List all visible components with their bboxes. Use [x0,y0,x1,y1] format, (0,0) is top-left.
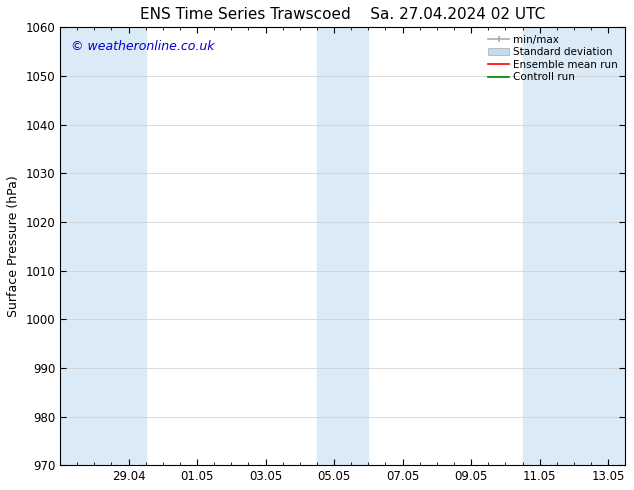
Bar [317,27,368,465]
Legend: min/max, Standard deviation, Ensemble mean run, Controll run: min/max, Standard deviation, Ensemble me… [486,32,620,84]
Y-axis label: Surface Pressure (hPa): Surface Pressure (hPa) [7,175,20,317]
Bar [522,27,625,465]
Bar [60,27,146,465]
Title: ENS Time Series Trawscoed    Sa. 27.04.2024 02 UTC: ENS Time Series Trawscoed Sa. 27.04.2024… [140,7,545,22]
Text: © weatheronline.co.uk: © weatheronline.co.uk [72,40,215,53]
